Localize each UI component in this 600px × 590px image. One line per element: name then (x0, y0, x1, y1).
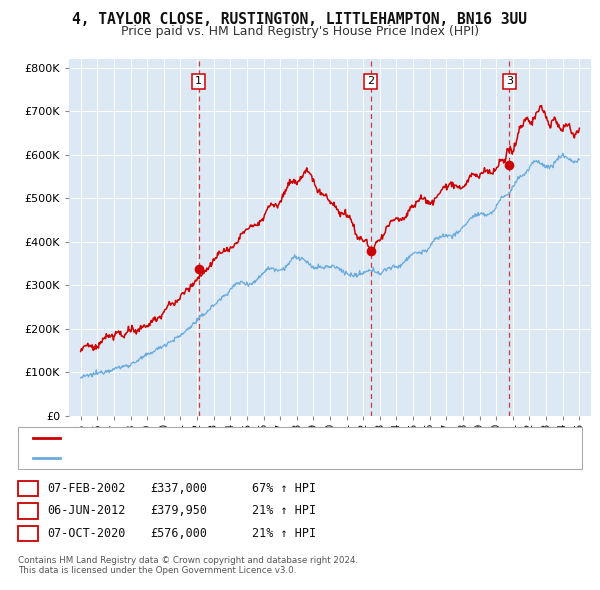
Text: 1: 1 (25, 482, 32, 495)
Text: £379,950: £379,950 (150, 504, 207, 517)
Text: 4, TAYLOR CLOSE, RUSTINGTON, LITTLEHAMPTON, BN16 3UU: 4, TAYLOR CLOSE, RUSTINGTON, LITTLEHAMPT… (73, 12, 527, 27)
Text: 21% ↑ HPI: 21% ↑ HPI (252, 504, 316, 517)
Text: Contains HM Land Registry data © Crown copyright and database right 2024.: Contains HM Land Registry data © Crown c… (18, 556, 358, 565)
Text: 3: 3 (25, 527, 32, 540)
Text: 06-JUN-2012: 06-JUN-2012 (47, 504, 125, 517)
Text: HPI: Average price, detached house, Arun: HPI: Average price, detached house, Arun (65, 454, 283, 463)
Text: £337,000: £337,000 (150, 482, 207, 495)
Text: £576,000: £576,000 (150, 527, 207, 540)
Text: This data is licensed under the Open Government Licence v3.0.: This data is licensed under the Open Gov… (18, 566, 296, 575)
Text: 4, TAYLOR CLOSE, RUSTINGTON, LITTLEHAMPTON, BN16 3UU (detached house): 4, TAYLOR CLOSE, RUSTINGTON, LITTLEHAMPT… (65, 434, 476, 444)
Text: 2: 2 (367, 77, 374, 86)
Text: 1: 1 (195, 77, 202, 86)
Text: 07-OCT-2020: 07-OCT-2020 (47, 527, 125, 540)
Text: 67% ↑ HPI: 67% ↑ HPI (252, 482, 316, 495)
Text: 2: 2 (25, 504, 32, 517)
Text: 3: 3 (506, 77, 513, 86)
Text: 07-FEB-2002: 07-FEB-2002 (47, 482, 125, 495)
Text: Price paid vs. HM Land Registry's House Price Index (HPI): Price paid vs. HM Land Registry's House … (121, 25, 479, 38)
Text: 21% ↑ HPI: 21% ↑ HPI (252, 527, 316, 540)
